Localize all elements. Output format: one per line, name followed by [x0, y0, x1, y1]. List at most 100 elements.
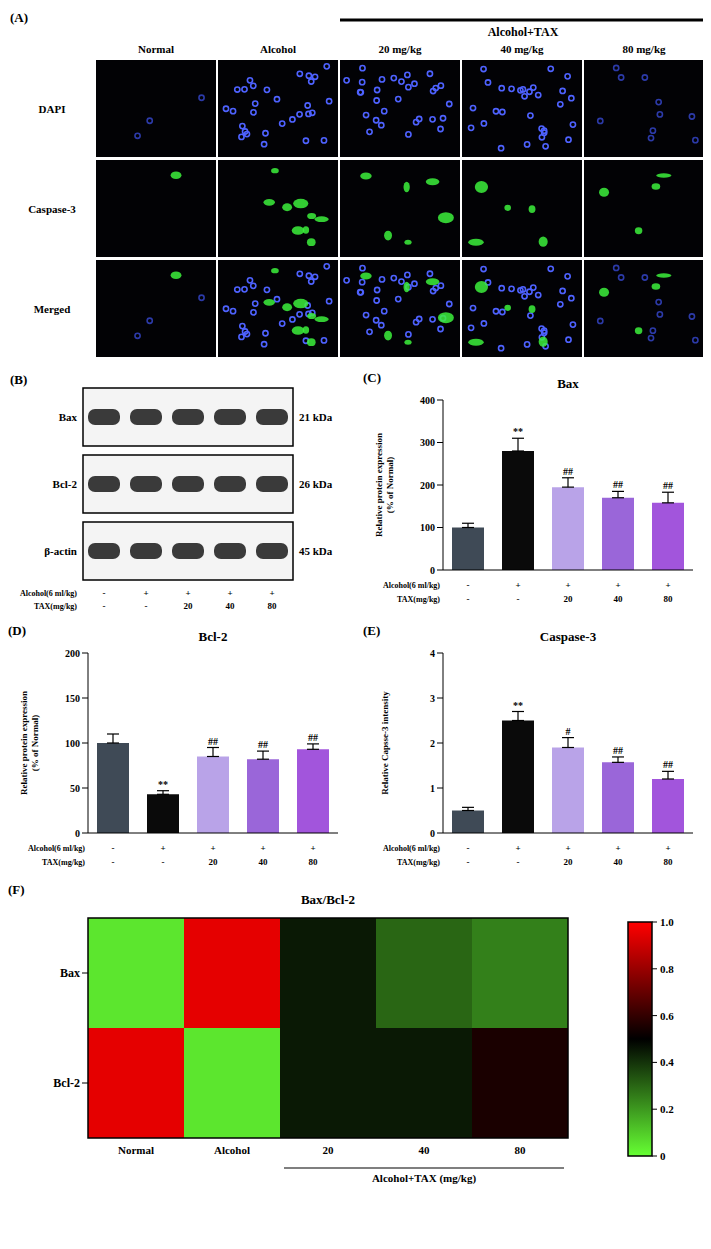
- svg-text:##: ##: [258, 739, 268, 750]
- svg-text:Bcl-2: Bcl-2: [53, 1076, 80, 1090]
- svg-text:+: +: [665, 580, 670, 590]
- svg-text:2: 2: [430, 738, 435, 749]
- svg-text:β-actin: β-actin: [44, 545, 77, 557]
- svg-text:20: 20: [209, 857, 219, 867]
- svg-text:TAX(mg/kg): TAX(mg/kg): [34, 602, 77, 611]
- svg-text:**: **: [513, 426, 523, 437]
- svg-text:**: **: [158, 779, 168, 790]
- svg-text:40 mg/kg: 40 mg/kg: [500, 43, 544, 55]
- svg-text:##: ##: [663, 759, 673, 770]
- svg-text:Normal: Normal: [118, 1144, 154, 1156]
- svg-text:80 mg/kg: 80 mg/kg: [622, 43, 666, 55]
- svg-text:45 kDa: 45 kDa: [299, 545, 333, 557]
- svg-text:0: 0: [430, 828, 435, 839]
- svg-text:-: -: [467, 843, 470, 853]
- svg-text:100: 100: [65, 738, 80, 749]
- svg-text:##: ##: [613, 479, 623, 490]
- svg-text:+: +: [515, 580, 520, 590]
- svg-text:**: **: [513, 700, 523, 711]
- svg-text:##: ##: [208, 736, 218, 747]
- svg-text:Bcl-2: Bcl-2: [53, 478, 78, 490]
- svg-text:-: -: [467, 857, 470, 867]
- svg-text:-: -: [517, 594, 520, 604]
- svg-text:Merged: Merged: [34, 303, 71, 315]
- svg-text:##: ##: [308, 732, 318, 743]
- svg-text:Alcohol+TAX: Alcohol+TAX: [488, 25, 559, 39]
- svg-text:+: +: [260, 843, 265, 853]
- svg-text:20: 20: [564, 594, 574, 604]
- svg-text:20: 20: [323, 1144, 335, 1156]
- svg-text:Alcohol(6 ml/kg): Alcohol(6 ml/kg): [383, 581, 440, 590]
- svg-text:+: +: [227, 588, 232, 598]
- svg-text:-: -: [112, 857, 115, 867]
- svg-text:Alcohol: Alcohol: [214, 1144, 250, 1156]
- svg-text:4: 4: [430, 648, 435, 659]
- svg-text:80: 80: [515, 1144, 527, 1156]
- svg-text:-: -: [103, 601, 106, 611]
- svg-text:Alcohol(6 ml/kg): Alcohol(6 ml/kg): [383, 844, 440, 853]
- svg-text:50: 50: [70, 783, 80, 794]
- svg-text:-: -: [467, 580, 470, 590]
- svg-text:+: +: [565, 843, 570, 853]
- svg-text:0: 0: [430, 565, 435, 576]
- svg-text:Alcohol(6 ml/kg): Alcohol(6 ml/kg): [28, 844, 85, 853]
- svg-text:0.2: 0.2: [660, 1103, 674, 1115]
- svg-text:21 kDa: 21 kDa: [299, 411, 333, 423]
- svg-text:(A): (A): [10, 10, 28, 25]
- svg-text:Alcohol(6 ml/kg): Alcohol(6 ml/kg): [20, 589, 77, 598]
- svg-text:+: +: [615, 580, 620, 590]
- svg-text:+: +: [210, 843, 215, 853]
- svg-text:40: 40: [226, 601, 236, 611]
- svg-text:80: 80: [268, 601, 278, 611]
- svg-text:-: -: [517, 857, 520, 867]
- svg-text:26 kDa: 26 kDa: [299, 478, 333, 490]
- svg-text:20: 20: [184, 601, 194, 611]
- svg-text:Caspase-3: Caspase-3: [28, 203, 76, 215]
- svg-text:80: 80: [664, 857, 674, 867]
- svg-text:0: 0: [660, 1150, 666, 1162]
- svg-text:-: -: [112, 843, 115, 853]
- svg-text:300: 300: [420, 437, 435, 448]
- svg-text:80: 80: [309, 857, 319, 867]
- svg-text:0.4: 0.4: [660, 1056, 674, 1068]
- svg-text:Normal: Normal: [138, 43, 174, 55]
- svg-text:20: 20: [564, 857, 574, 867]
- svg-text:1.0: 1.0: [660, 916, 674, 928]
- svg-text:40: 40: [614, 857, 624, 867]
- svg-text:150: 150: [65, 693, 80, 704]
- svg-text:0.8: 0.8: [660, 963, 674, 975]
- svg-text:TAX(mg/kg): TAX(mg/kg): [397, 595, 440, 604]
- svg-text:+: +: [310, 843, 315, 853]
- svg-text:##: ##: [663, 480, 673, 491]
- svg-text:+: +: [615, 843, 620, 853]
- svg-text:-: -: [145, 601, 148, 611]
- svg-text:-: -: [103, 588, 106, 598]
- svg-text:400: 400: [420, 395, 435, 406]
- svg-text:20 mg/kg: 20 mg/kg: [378, 43, 422, 55]
- svg-text:Alcohol+TAX (mg/kg): Alcohol+TAX (mg/kg): [372, 1172, 476, 1185]
- svg-text:+: +: [185, 588, 190, 598]
- svg-text:##: ##: [563, 466, 573, 477]
- svg-text:0.6: 0.6: [660, 1010, 674, 1022]
- svg-text:+: +: [515, 843, 520, 853]
- svg-text:80: 80: [664, 594, 674, 604]
- svg-text:40: 40: [419, 1144, 431, 1156]
- svg-text:+: +: [665, 843, 670, 853]
- svg-text:+: +: [160, 843, 165, 853]
- svg-text:TAX(mg/kg): TAX(mg/kg): [42, 858, 85, 867]
- svg-text:100: 100: [420, 522, 435, 533]
- svg-text:Bax: Bax: [60, 966, 80, 980]
- svg-text:3: 3: [430, 693, 435, 704]
- svg-text:40: 40: [259, 857, 269, 867]
- svg-text:+: +: [143, 588, 148, 598]
- svg-text:200: 200: [420, 480, 435, 491]
- svg-text:DAPI: DAPI: [39, 103, 66, 115]
- svg-text:##: ##: [613, 745, 623, 756]
- svg-text:+: +: [565, 580, 570, 590]
- svg-text:Alcohol: Alcohol: [260, 43, 296, 55]
- svg-text:200: 200: [65, 648, 80, 659]
- svg-text:Bax: Bax: [59, 411, 78, 423]
- svg-text:1: 1: [430, 783, 435, 794]
- svg-text:40: 40: [614, 594, 624, 604]
- svg-text:#: #: [566, 726, 571, 737]
